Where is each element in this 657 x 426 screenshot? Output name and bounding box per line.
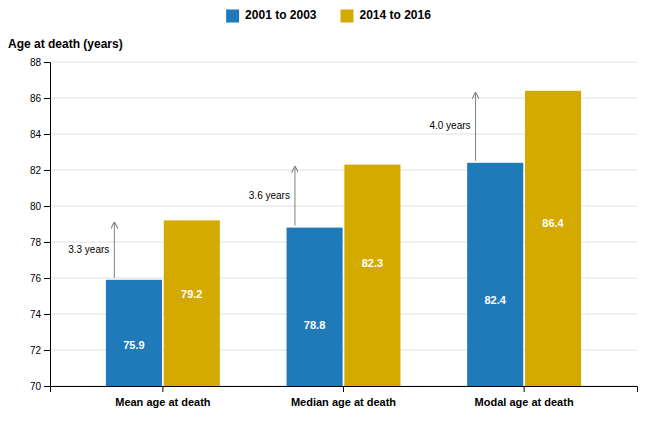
tick-label: 70 — [30, 381, 42, 392]
tick-label: 72 — [30, 345, 42, 356]
data-labels: 75.9 78.8 82.4 — [123, 294, 507, 350]
tick-mark — [44, 242, 50, 243]
tick: 72 — [30, 345, 50, 356]
tick: Median age at death — [291, 386, 396, 408]
bar — [525, 91, 581, 386]
annotation: 4.0 years — [429, 120, 470, 131]
tick-mark — [44, 314, 50, 315]
data-label: 86.4 — [542, 217, 564, 229]
tick-label: 88 — [30, 57, 42, 68]
legend-item: 2014 to 2016 — [341, 8, 432, 22]
annotation: 3.3 years — [68, 244, 109, 255]
bars — [106, 91, 581, 386]
tick: 88 — [30, 57, 50, 68]
tick-label: 78 — [30, 237, 42, 248]
tick-label: 86 — [30, 93, 42, 104]
bar — [467, 163, 523, 386]
tick-mark — [343, 386, 344, 392]
legend-item: 2001 to 2003 — [226, 8, 317, 22]
axis-line — [51, 387, 638, 393]
data-label: 82.3 — [362, 257, 383, 269]
tick-label: Modal age at death — [475, 396, 574, 408]
difference-arrow — [114, 222, 115, 277]
tick: 76 — [30, 273, 50, 284]
annotations: 3.3 years 3.6 years 4.0 years — [68, 93, 475, 278]
legend-swatch — [226, 10, 239, 23]
tick-label: 76 — [30, 273, 42, 284]
tick-label: 74 — [30, 309, 42, 320]
tick-label: 84 — [30, 129, 42, 140]
difference-arrow — [475, 93, 476, 161]
tick-mark — [44, 386, 50, 387]
data-label: 82.4 — [484, 294, 506, 306]
legend-swatch — [341, 10, 354, 23]
tick: 74 — [30, 309, 50, 320]
grid — [50, 62, 637, 386]
bar — [164, 220, 220, 386]
grid-line — [50, 62, 637, 63]
tick: 86 — [30, 93, 50, 104]
tick-mark — [44, 350, 50, 351]
tick: 80 — [30, 201, 50, 212]
y-axis-title: Age at death (years) — [8, 37, 123, 51]
tick-mark — [524, 386, 525, 392]
bar-series — [106, 163, 523, 386]
bar — [106, 280, 162, 386]
tick-mark — [44, 134, 50, 135]
tick-label: 80 — [30, 201, 42, 212]
tick-mark — [44, 278, 50, 279]
tick: Modal age at death — [475, 386, 574, 408]
tick: 84 — [30, 129, 50, 140]
tick-mark — [44, 206, 50, 207]
difference-arrow — [294, 167, 295, 226]
tick-mark — [162, 386, 163, 392]
y-axis: 70 72 74 76 78 80 82 84 86 88 — [30, 57, 51, 392]
legend-label: 2014 to 2016 — [360, 8, 432, 22]
data-labels: 79.2 82.3 86.4 — [181, 217, 565, 300]
legend-label: 2001 to 2003 — [245, 8, 317, 22]
data-label: 75.9 — [123, 339, 144, 351]
chart: 70 72 74 76 78 80 82 84 86 88 Mean age at death Med… — [0, 0, 657, 426]
tick: 70 — [30, 381, 50, 392]
bar-series — [164, 91, 581, 386]
data-label: 78.8 — [304, 319, 325, 331]
x-axis: Mean age at death Median age at death Moda… — [51, 386, 638, 408]
tick-mark — [44, 62, 50, 63]
tick: 82 — [30, 165, 50, 176]
annotation: 3.6 years — [249, 190, 290, 201]
plot: 70 72 74 76 78 80 82 84 86 88 Mean age at death Med… — [30, 57, 638, 408]
data-label: 79.2 — [181, 288, 202, 300]
tick: 78 — [30, 237, 50, 248]
tick-label: 82 — [30, 165, 42, 176]
bar — [344, 165, 400, 386]
bar — [287, 228, 343, 386]
tick: Mean age at death — [115, 386, 211, 408]
legend: 2001 to 2003 2014 to 2016 — [226, 8, 431, 22]
tick-mark — [44, 98, 50, 99]
tick-label: Median age at death — [291, 396, 396, 408]
tick-mark — [44, 170, 50, 171]
axis-line — [44, 63, 51, 387]
tick-label: Mean age at death — [115, 396, 211, 408]
